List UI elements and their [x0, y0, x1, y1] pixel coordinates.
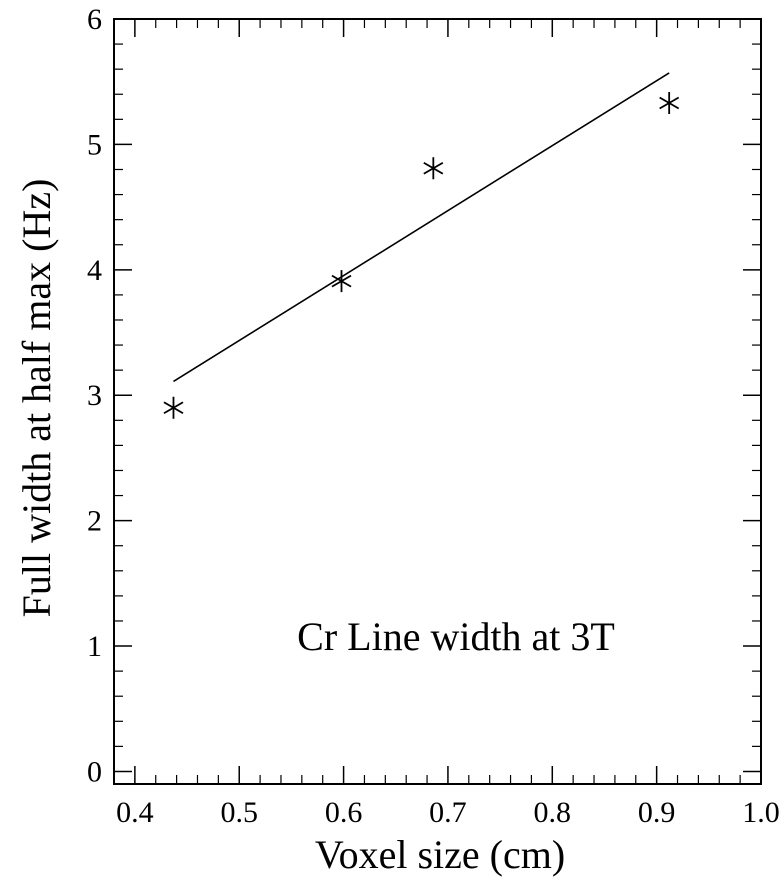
x-axis-title: Voxel size (cm): [315, 832, 565, 877]
x-tick-label: 0.8: [534, 796, 572, 829]
data-point-asterisk: [331, 270, 352, 293]
data-point-asterisk: [659, 92, 680, 115]
y-tick-label: 6: [87, 3, 102, 36]
y-tick-label: 0: [87, 755, 102, 788]
y-tick-label: 2: [87, 505, 102, 538]
y-tick-label: 5: [87, 128, 102, 161]
x-tick-label: 1.0: [742, 796, 780, 829]
x-tick-label: 0.7: [429, 796, 467, 829]
ticks-group: [113, 18, 762, 784]
plot-frame: [113, 18, 762, 785]
y-axis-title: Full width at half max (Hz): [14, 179, 59, 618]
y-tick-label: 3: [87, 379, 102, 412]
data-point-asterisk: [163, 396, 184, 419]
tick-labels-group: 0.4 0.5 0.6 0.7 0.8 0.9 1.0 0 1 2 3 4 5 6: [87, 3, 780, 829]
x-tick-label: 0.9: [638, 796, 676, 829]
annotation-label: Cr Line width at 3T: [297, 614, 615, 659]
x-tick-label: 0.5: [220, 796, 258, 829]
x-tick-label: 0.6: [325, 796, 363, 829]
y-tick-label: 4: [87, 254, 102, 287]
data-points-group: [163, 92, 680, 419]
x-tick-label: 0.4: [116, 796, 154, 829]
fit-line: [173, 72, 670, 383]
y-tick-label: 1: [87, 630, 102, 663]
data-point-asterisk: [423, 157, 444, 180]
